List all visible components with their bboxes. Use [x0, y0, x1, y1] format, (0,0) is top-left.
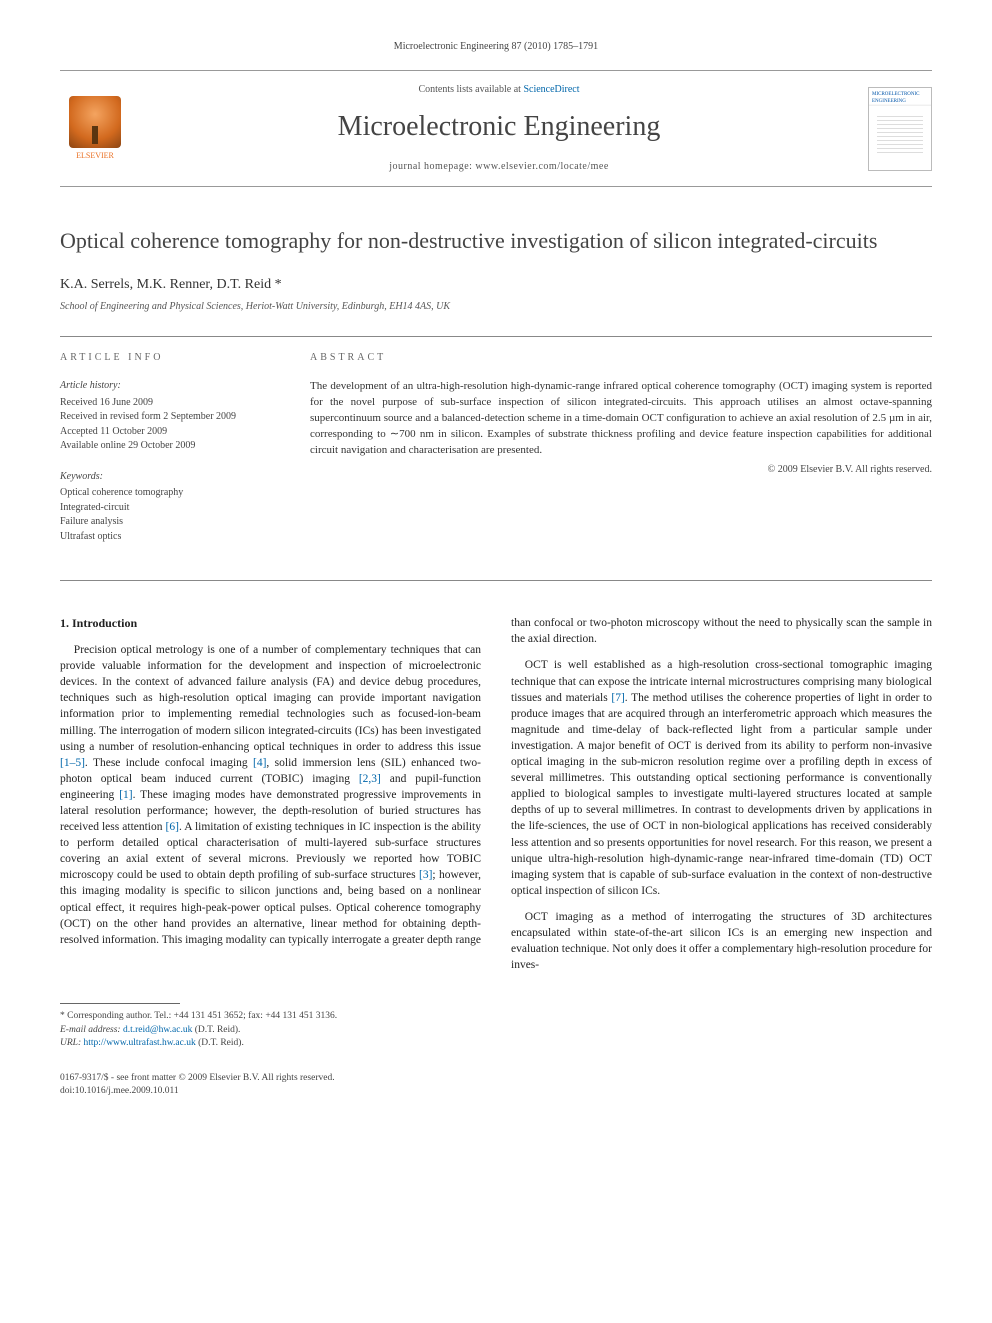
footnote-rule [60, 1003, 180, 1004]
keyword: Ultrafast optics [60, 530, 270, 545]
section-heading: 1. Introduction [60, 615, 481, 632]
citation[interactable]: [3] [419, 869, 432, 881]
homepage-url: www.elsevier.com/locate/mee [475, 161, 608, 172]
keyword: Optical coherence tomography [60, 486, 270, 501]
body-span: . The method utilises the coherence prop… [511, 692, 932, 897]
history-label: Article history: [60, 379, 270, 394]
citation[interactable]: [1–5] [60, 757, 85, 769]
corresponding-author: * Corresponding author. Tel.: +44 131 45… [60, 1010, 932, 1023]
url-line: URL: http://www.ultrafast.hw.ac.uk (D.T.… [60, 1037, 932, 1050]
contents-prefix: Contents lists available at [418, 84, 523, 95]
history-line: Accepted 11 October 2009 [60, 425, 270, 440]
author-list: K.A. Serrels, M.K. Renner, D.T. Reid * [60, 275, 932, 295]
article-info-block: ARTICLE INFO Article history: Received 1… [60, 351, 270, 560]
issn-copyright: 0167-9317/$ - see front matter © 2009 El… [60, 1072, 932, 1085]
body-span: . These include confocal imaging [85, 757, 253, 769]
article-info-label: ARTICLE INFO [60, 351, 270, 365]
keyword: Integrated-circuit [60, 501, 270, 516]
paragraph: OCT is well established as a high-resolu… [511, 657, 932, 898]
abstract-text: The development of an ultra-high-resolut… [310, 379, 932, 459]
url-link[interactable]: http://www.ultrafast.hw.ac.uk [84, 1038, 196, 1048]
rule-top [60, 336, 932, 337]
citation[interactable]: [6] [166, 821, 179, 833]
cover-label: MICROELECTRONIC ENGINEERING [872, 91, 928, 105]
url-suffix: (D.T. Reid). [196, 1038, 244, 1048]
email-label: E-mail address: [60, 1025, 123, 1035]
info-abstract-row: ARTICLE INFO Article history: Received 1… [60, 351, 932, 560]
publisher-logo: ELSEVIER [60, 96, 130, 161]
journal-title: Microelectronic Engineering [130, 107, 868, 146]
masthead-center: Contents lists available at ScienceDirec… [130, 83, 868, 174]
url-label: URL: [60, 1038, 84, 1048]
history-line: Available online 29 October 2009 [60, 439, 270, 454]
sciencedirect-link[interactable]: ScienceDirect [523, 84, 579, 95]
homepage-prefix: journal homepage: [389, 161, 475, 172]
email-link[interactable]: d.t.reid@hw.ac.uk [123, 1025, 192, 1035]
citation[interactable]: [1] [119, 789, 132, 801]
elsevier-tree-icon [69, 96, 121, 148]
body-text: 1. Introduction Precision optical metrol… [60, 615, 932, 973]
body-span: Precision optical metrology is one of a … [60, 644, 481, 753]
history-line: Received in revised form 2 September 200… [60, 410, 270, 425]
contents-line: Contents lists available at ScienceDirec… [130, 83, 868, 97]
article-history: Article history: Received 16 June 2009 R… [60, 379, 270, 454]
abstract-block: ABSTRACT The development of an ultra-hig… [310, 351, 932, 560]
doi: doi:10.1016/j.mee.2009.10.011 [60, 1085, 932, 1098]
citation[interactable]: [7] [611, 692, 624, 704]
keywords-label: Keywords: [60, 470, 270, 485]
history-line: Received 16 June 2009 [60, 396, 270, 411]
paragraph: OCT imaging as a method of interrogating… [511, 909, 932, 973]
email-line: E-mail address: d.t.reid@hw.ac.uk (D.T. … [60, 1024, 932, 1037]
journal-masthead: ELSEVIER Contents lists available at Sci… [60, 70, 932, 187]
citation[interactable]: [2,3] [359, 773, 381, 785]
article-title: Optical coherence tomography for non-des… [60, 227, 932, 255]
journal-cover-thumbnail: MICROELECTRONIC ENGINEERING [868, 87, 932, 171]
affiliation: School of Engineering and Physical Scien… [60, 300, 932, 314]
rule-bottom [60, 580, 932, 581]
abstract-copyright: © 2009 Elsevier B.V. All rights reserved… [310, 463, 932, 477]
footnotes: * Corresponding author. Tel.: +44 131 45… [60, 1010, 932, 1050]
keywords-block: Keywords: Optical coherence tomography I… [60, 470, 270, 545]
abstract-label: ABSTRACT [310, 351, 932, 365]
publisher-name: ELSEVIER [60, 150, 130, 161]
email-suffix: (D.T. Reid). [192, 1025, 240, 1035]
citation[interactable]: [4] [253, 757, 266, 769]
journal-homepage: journal homepage: www.elsevier.com/locat… [130, 160, 868, 174]
running-header: Microelectronic Engineering 87 (2010) 17… [60, 40, 932, 54]
keyword: Failure analysis [60, 515, 270, 530]
bottom-meta: 0167-9317/$ - see front matter © 2009 El… [60, 1072, 932, 1099]
